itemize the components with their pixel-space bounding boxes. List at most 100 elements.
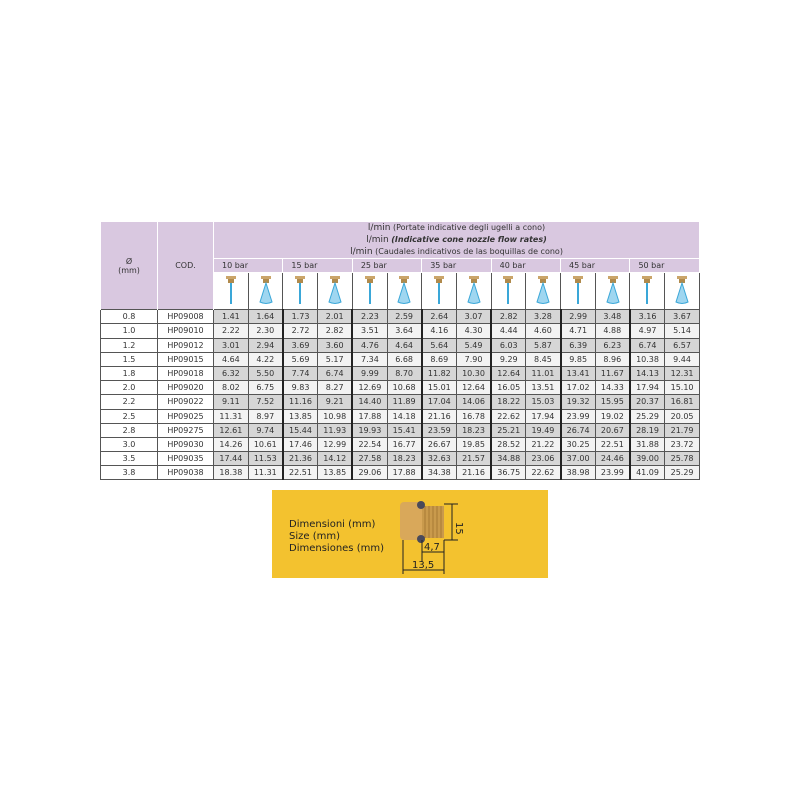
flow-rate-cell: 3.28 bbox=[525, 309, 562, 325]
flow-rate-cell: 4.22 bbox=[247, 351, 284, 367]
flow-rate-cell: 8.70 bbox=[386, 365, 423, 382]
flow-rate-cell: 10.68 bbox=[386, 380, 423, 396]
flow-rate-cell: 25.21 bbox=[490, 422, 527, 438]
flow-rate-cell: 11.93 bbox=[317, 422, 353, 438]
height-dimension: 15 bbox=[453, 522, 464, 535]
flow-rate-cell: 18.23 bbox=[386, 451, 423, 467]
wide-cone-nozzle-icon bbox=[455, 272, 492, 311]
diameter-cell: 2.8 bbox=[100, 422, 158, 438]
flow-rate-cell: 3.07 bbox=[455, 309, 492, 325]
flow-rate-cell: 7.34 bbox=[351, 351, 388, 367]
flow-rate-cell: 10.38 bbox=[628, 351, 666, 367]
diameter-cell: 0.8 bbox=[100, 309, 158, 325]
flow-rate-cell: 10.61 bbox=[247, 436, 284, 453]
wide-cone-nozzle-icon bbox=[247, 272, 284, 311]
flow-rate-cell: 16.81 bbox=[664, 394, 700, 410]
flow-rate-cell: 6.74 bbox=[317, 365, 353, 382]
flow-rate-cell: 2.94 bbox=[247, 337, 284, 353]
flow-rate-cell: 13.51 bbox=[525, 380, 562, 396]
flow-rate-cell: 5.49 bbox=[455, 337, 492, 353]
flow-rate-cell: 11.82 bbox=[420, 365, 457, 382]
dimensions-panel: Dimensioni (mm) Size (mm) Dimensiones (m… bbox=[272, 490, 548, 578]
pressure-header: 10 bar bbox=[212, 257, 284, 274]
flow-rate-cell: 3.16 bbox=[628, 309, 666, 325]
flow-rate-cell: 23.99 bbox=[594, 465, 631, 481]
flow-rate-cell: 5.64 bbox=[420, 337, 457, 353]
flow-rate-cell: 19.32 bbox=[559, 394, 596, 410]
flow-rate-cell: 20.67 bbox=[594, 422, 631, 438]
flow-rate-cell: 21.57 bbox=[455, 451, 492, 467]
narrow-spray-nozzle-icon bbox=[629, 272, 666, 311]
flow-rate-cell: 17.88 bbox=[351, 408, 388, 424]
table-row: 1.2 HP09012 3.01 2.94 3.69 3.60 4.76 4.64 5.64 5.… bbox=[100, 337, 700, 353]
flow-rate-cell: 12.64 bbox=[490, 365, 527, 382]
flow-rate-cell: 12.64 bbox=[455, 380, 492, 396]
flow-rate-cell: 36.75 bbox=[490, 465, 527, 481]
code-header: COD. bbox=[157, 220, 214, 310]
code-cell: HP09012 bbox=[157, 337, 214, 353]
flow-rate-cell: 11.67 bbox=[594, 365, 631, 382]
flow-rate-cell: 17.02 bbox=[559, 380, 596, 396]
flow-rate-cell: 15.10 bbox=[664, 380, 700, 396]
flow-rate-cell: 10.30 bbox=[455, 365, 492, 382]
flow-rate-cell: 2.01 bbox=[317, 309, 353, 325]
flow-rate-cell: 1.64 bbox=[247, 309, 284, 325]
flow-rate-cell: 3.69 bbox=[281, 337, 319, 353]
flow-rate-cell: 9.11 bbox=[213, 394, 249, 410]
code-cell: HP09015 bbox=[157, 351, 214, 367]
flow-rate-cell: 1.41 bbox=[213, 309, 249, 325]
flow-rate-cell: 8.97 bbox=[247, 408, 284, 424]
flow-rate-cell: 23.06 bbox=[525, 451, 562, 467]
flow-rate-title: l/min (Portate indicative degli ugelli a… bbox=[213, 221, 700, 259]
flow-rate-cell: 6.75 bbox=[247, 380, 284, 396]
flow-rate-cell: 12.69 bbox=[351, 380, 388, 396]
diameter-header: Ø (mm) bbox=[100, 220, 158, 310]
flow-rate-cell: 9.21 bbox=[317, 394, 353, 410]
table-row: 1.0 HP09010 2.22 2.30 2.72 2.82 3.51 3.64 4.16 4.… bbox=[100, 323, 700, 339]
flow-rate-cell: 13.85 bbox=[281, 408, 319, 424]
flow-rate-cell: 17.94 bbox=[525, 408, 562, 424]
flow-rate-cell: 7.74 bbox=[281, 365, 319, 382]
flow-rate-cell: 16.78 bbox=[455, 408, 492, 424]
flow-rate-cell: 6.03 bbox=[490, 337, 527, 353]
flow-rate-cell: 34.88 bbox=[490, 451, 527, 467]
table-row: 1.8 HP09018 6.32 5.50 7.74 6.74 9.99 8.70 11.82 1… bbox=[100, 365, 700, 382]
flow-rate-cell: 39.00 bbox=[628, 451, 666, 467]
flow-rate-cell: 4.64 bbox=[386, 337, 423, 353]
code-cell: HP09035 bbox=[157, 451, 214, 467]
flow-rate-cell: 4.71 bbox=[559, 323, 596, 339]
flow-rate-cell: 2.99 bbox=[559, 309, 596, 325]
flow-rate-cell: 15.41 bbox=[386, 422, 423, 438]
flow-rate-cell: 15.01 bbox=[420, 380, 457, 396]
flow-rate-cell: 2.22 bbox=[213, 323, 249, 339]
flow-rate-cell: 12.31 bbox=[664, 365, 700, 382]
flow-rate-cell: 6.57 bbox=[664, 337, 700, 353]
flow-rate-cell: 19.49 bbox=[525, 422, 562, 438]
flow-rate-cell: 4.16 bbox=[420, 323, 457, 339]
flow-rate-cell: 6.32 bbox=[213, 365, 249, 382]
diameter-cell: 3.5 bbox=[100, 451, 158, 467]
flow-rate-cell: 5.69 bbox=[281, 351, 319, 367]
flow-rate-cell: 32.63 bbox=[420, 451, 457, 467]
flow-rate-cell: 25.78 bbox=[664, 451, 700, 467]
wide-cone-nozzle-icon bbox=[664, 272, 700, 311]
diameter-cell: 1.5 bbox=[100, 351, 158, 367]
flow-rate-cell: 8.96 bbox=[594, 351, 631, 367]
flow-rate-cell: 4.97 bbox=[628, 323, 666, 339]
pressure-header: 40 bar bbox=[490, 257, 562, 274]
flow-rate-cell: 2.59 bbox=[386, 309, 423, 325]
nozzle-body-icon bbox=[400, 501, 444, 543]
code-cell: HP09010 bbox=[157, 323, 214, 339]
wide-cone-nozzle-icon bbox=[594, 272, 631, 311]
flow-rate-cell: 5.17 bbox=[317, 351, 353, 367]
flow-rate-cell: 17.44 bbox=[213, 451, 249, 467]
flow-rate-cell: 14.06 bbox=[455, 394, 492, 410]
flow-rate-cell: 28.52 bbox=[490, 436, 527, 453]
flow-rate-cell: 31.88 bbox=[628, 436, 666, 453]
flow-rate-cell: 18.22 bbox=[490, 394, 527, 410]
flow-rate-cell: 8.45 bbox=[525, 351, 562, 367]
flow-rate-cell: 13.85 bbox=[317, 465, 353, 481]
table-row: 1.5 HP09015 4.64 4.22 5.69 5.17 7.34 6.68 8.69 7.… bbox=[100, 351, 700, 367]
diameter-cell: 2.2 bbox=[100, 394, 158, 410]
flow-rate-cell: 1.73 bbox=[281, 309, 319, 325]
